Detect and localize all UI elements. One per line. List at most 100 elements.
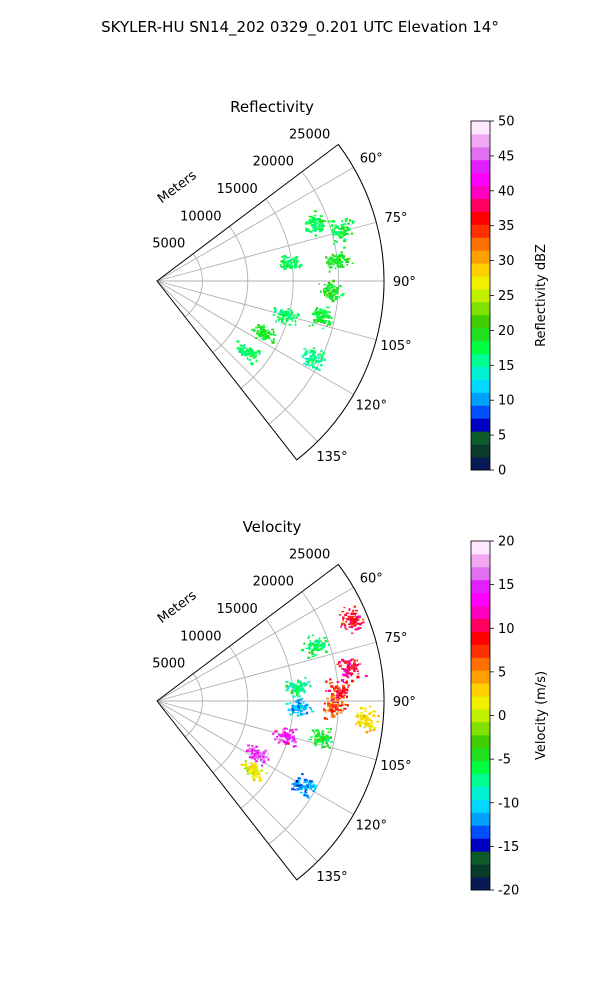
echo-point — [318, 648, 322, 651]
echo-cluster — [338, 605, 366, 634]
colorbar-tick-label: 40 — [498, 184, 515, 199]
echo-point — [249, 347, 252, 350]
range-ring — [212, 646, 249, 773]
echo-point — [240, 349, 244, 352]
echo-point — [323, 736, 326, 739]
echo-point — [343, 234, 346, 237]
echo-point — [335, 254, 337, 258]
echo-point — [342, 240, 347, 242]
colorbar-segment — [471, 301, 490, 316]
colorbar-segment — [471, 734, 490, 749]
echo-point — [248, 352, 252, 354]
echo-point — [343, 703, 346, 705]
echo-point — [329, 709, 332, 712]
echo-point — [289, 682, 292, 686]
echo-point — [326, 311, 330, 313]
echo-point — [321, 225, 326, 227]
colorbar-tick-label: 10 — [498, 622, 515, 637]
sector-frame — [156, 563, 385, 881]
echo-point — [305, 227, 308, 230]
echo-point — [242, 350, 245, 352]
echo-point — [247, 744, 250, 747]
echo-point — [358, 720, 361, 722]
echo-point — [288, 324, 292, 326]
echo-point — [308, 780, 313, 783]
echo-point — [324, 311, 328, 314]
echo-point — [336, 701, 339, 704]
echo-point — [251, 353, 254, 357]
echo-point — [291, 739, 294, 743]
echo-point — [342, 691, 346, 694]
echo-point — [347, 665, 351, 668]
echo-point — [343, 258, 346, 261]
echo-point — [312, 634, 315, 636]
echo-point — [313, 227, 317, 230]
echo-cluster — [245, 744, 270, 767]
echo-point — [291, 783, 295, 785]
colorbar-label: Velocity (m/s) — [534, 671, 549, 760]
echo-point — [262, 325, 266, 329]
echo-point — [294, 258, 299, 260]
echo-point — [323, 709, 327, 712]
echo-point — [245, 349, 248, 353]
echo-point — [340, 231, 343, 235]
echo-point — [297, 705, 300, 708]
echo-point — [318, 739, 322, 743]
echo-point — [321, 641, 323, 645]
echo-point — [256, 754, 259, 757]
echo-point — [331, 299, 335, 303]
echo-point — [312, 366, 316, 369]
echo-point — [333, 240, 336, 242]
echo-point — [365, 730, 369, 734]
echo-point — [341, 658, 344, 662]
echo-point — [284, 267, 287, 270]
echo-point — [333, 701, 337, 704]
echo-point — [252, 747, 255, 750]
echo-point — [314, 645, 317, 648]
echo-point — [300, 698, 302, 701]
colorbar-segment — [471, 263, 490, 277]
echo-point — [364, 718, 368, 721]
echo-point — [328, 270, 331, 273]
echo-point — [294, 712, 297, 714]
echo-point — [332, 288, 335, 290]
echo-point — [306, 784, 309, 787]
echo-point — [314, 355, 318, 358]
colorbar-tick-label: -20 — [498, 884, 519, 899]
echo-point — [314, 351, 316, 354]
colorbar-segment — [471, 566, 490, 581]
colorbar-segment — [471, 825, 490, 839]
echo-point — [313, 646, 315, 649]
echo-point — [326, 287, 330, 289]
echo-point — [331, 228, 335, 231]
echo-point — [361, 722, 363, 724]
echo-cluster — [325, 678, 351, 704]
angle-tick-label: 135° — [316, 870, 347, 885]
velocity-colorbar: -20 -15 -10 -5 0 5 10 15 20 Velocity (m/s) — [470, 535, 549, 899]
echo-point — [298, 782, 301, 785]
echo-point — [290, 261, 293, 264]
echo-point — [343, 669, 346, 672]
echo-point — [324, 738, 328, 740]
echo-point — [336, 690, 340, 694]
echo-point — [297, 314, 300, 317]
echo-point — [369, 711, 373, 713]
echo-point — [341, 611, 345, 613]
echo-point — [351, 626, 354, 629]
echo-point — [262, 327, 265, 330]
echo-point — [326, 325, 328, 327]
echo-point — [278, 312, 281, 315]
echo-point — [373, 711, 376, 713]
colorbar-segment — [471, 276, 490, 290]
echo-cluster — [272, 727, 298, 748]
echo-point — [330, 698, 334, 702]
echo-point — [317, 223, 321, 226]
echo-point — [260, 769, 264, 772]
echo-point — [285, 319, 288, 322]
echo-point — [348, 672, 351, 674]
echo-point — [336, 256, 339, 259]
echo-point — [346, 618, 349, 621]
echo-point — [308, 215, 311, 218]
echo-point — [342, 684, 345, 688]
echo-point — [304, 785, 307, 788]
